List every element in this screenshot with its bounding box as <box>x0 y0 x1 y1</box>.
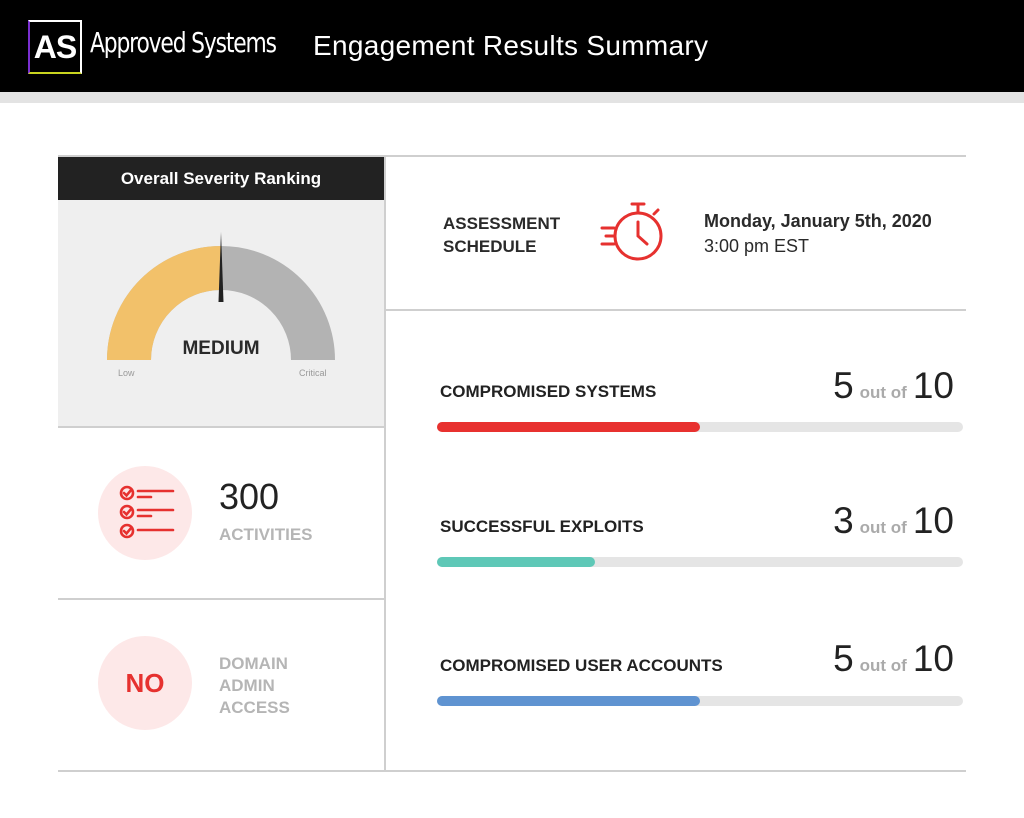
logo: AS <box>28 20 82 74</box>
gauge-low-label: Low <box>118 368 135 378</box>
metric-label-compromised-user-accounts: COMPROMISED USER ACCOUNTS <box>440 656 723 675</box>
metric-of-text: out of <box>859 656 907 675</box>
domain-admin-label: DOMAIN ADMIN ACCESS <box>219 653 290 719</box>
header-bar: AS Approved Systems Engagement Results S… <box>0 0 1024 92</box>
domain-admin-label-line-1: DOMAIN <box>219 654 288 673</box>
progress-fill <box>437 696 700 706</box>
metric-count: 5 <box>833 638 854 679</box>
metric-total: 10 <box>912 365 954 406</box>
schedule-label-line-2: SCHEDULE <box>443 237 537 256</box>
metric-value-successful-exploits: 3 out of 10 <box>833 500 954 542</box>
metric-value-compromised-user-accounts: 5 out of 10 <box>833 638 954 680</box>
severity-gauge-panel: MEDIUM Low Critical <box>58 200 384 426</box>
schedule-date: Monday, January 5th, 2020 <box>704 211 932 231</box>
metric-total: 10 <box>912 500 954 541</box>
header-divider <box>0 92 1024 103</box>
metric-label-successful-exploits: SUCCESSFUL EXPLOITS <box>440 517 644 536</box>
domain-admin-label-line-2: ADMIN <box>219 676 275 695</box>
metric-count: 3 <box>833 500 854 541</box>
activities-icon-circle <box>98 466 192 560</box>
progress-bar-successful-exploits <box>437 557 963 567</box>
domain-admin-label-line-3: ACCESS <box>219 698 290 717</box>
grid-vertical-line <box>384 155 386 772</box>
metric-label-compromised-systems: COMPROMISED SYSTEMS <box>440 382 657 401</box>
metric-of-text: out of <box>859 518 907 537</box>
domain-admin-circle: NO <box>98 636 192 730</box>
gauge-fill <box>107 246 222 361</box>
schedule-label: ASSESSMENT SCHEDULE <box>443 212 560 258</box>
gauge-critical-label: Critical <box>299 368 327 378</box>
activities-count: 300 <box>219 476 280 517</box>
grid-top-line <box>58 155 966 157</box>
metric-count: 5 <box>833 365 854 406</box>
checklist-icon <box>119 485 175 539</box>
page-title: Engagement Results Summary <box>313 30 709 61</box>
severity-level: MEDIUM <box>182 338 260 359</box>
metric-total: 10 <box>912 638 954 679</box>
metric-value-compromised-systems: 5 out of 10 <box>833 365 954 407</box>
logo-text: AS <box>33 28 77 65</box>
gauge-needle <box>218 232 224 302</box>
progress-fill <box>437 557 595 567</box>
grid-line-left-2 <box>58 598 384 600</box>
metric-of-text: out of <box>859 383 907 402</box>
grid-line-right-1 <box>385 309 966 311</box>
stopwatch-icon <box>600 202 663 261</box>
progress-bar-compromised-user-accounts <box>437 696 963 706</box>
progress-fill <box>437 422 700 432</box>
grid-line-left-1 <box>58 426 384 428</box>
schedule-label-line-1: ASSESSMENT <box>443 214 561 233</box>
progress-bar-compromised-systems <box>437 422 963 432</box>
domain-admin-value: NO <box>125 667 165 698</box>
grid-bottom-line <box>58 770 966 772</box>
severity-gauge <box>107 232 335 361</box>
activities-label: ACTIVITIES <box>219 525 313 544</box>
brand-name: Approved Systems <box>90 26 277 59</box>
severity-header: Overall Severity Ranking <box>58 157 384 200</box>
schedule-time: 3:00 pm EST <box>704 236 810 256</box>
